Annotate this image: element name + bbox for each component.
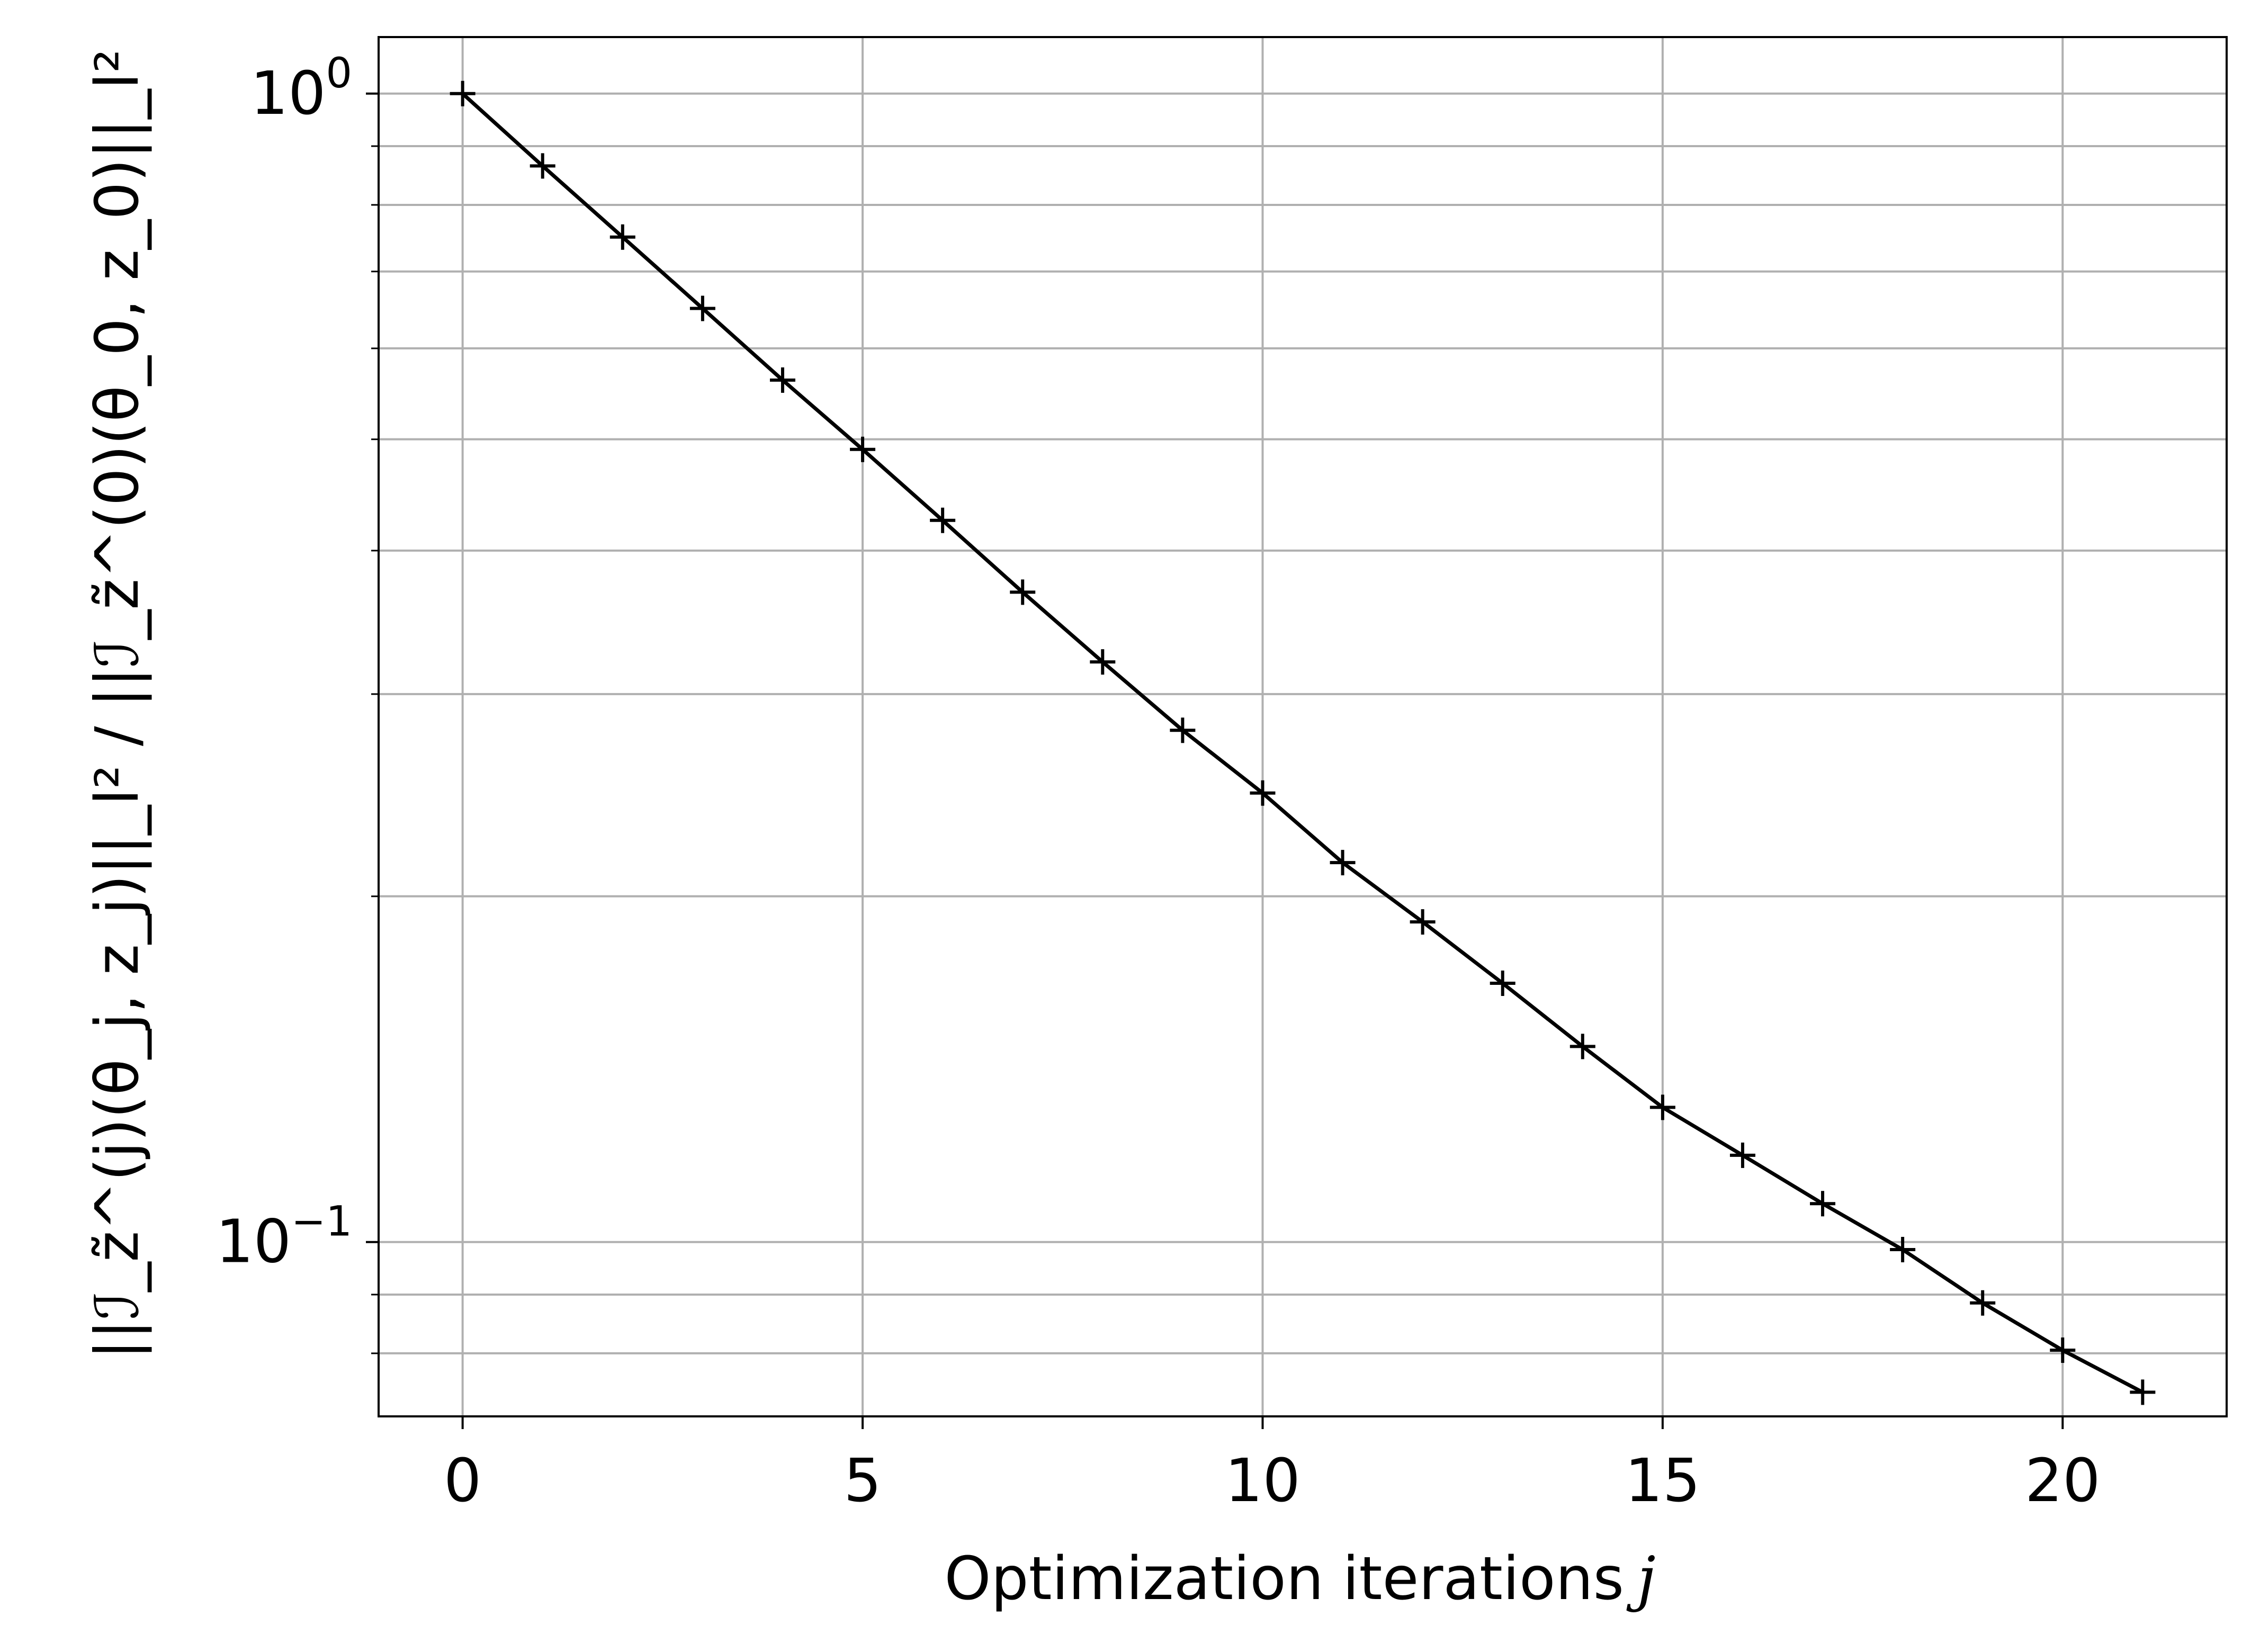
data-point-marker: [530, 153, 555, 179]
data-point-marker: [930, 507, 956, 533]
data-point-marker: [450, 80, 476, 106]
grid-lines: [379, 37, 2227, 1416]
data-point-marker: [769, 367, 795, 393]
x-tick-label: 5: [844, 1447, 881, 1515]
x-tick-label: 10: [1225, 1447, 1301, 1515]
data-point-marker: [850, 436, 876, 462]
data-point-marker: [1890, 1236, 1916, 1262]
series-group: [450, 80, 2156, 1405]
x-axis-label-text: Optimization iterations: [944, 1545, 1624, 1613]
data-point-marker: [1490, 971, 1515, 996]
data-point-marker: [1330, 850, 1356, 876]
data-point-marker: [689, 295, 715, 321]
y-tick-label: 10−1: [216, 1198, 353, 1277]
x-tick-labels: 0 5 10 15 20: [444, 1447, 2101, 1515]
data-point-marker: [2130, 1379, 2156, 1405]
data-point-marker: [1010, 579, 1036, 605]
data-point-marker: [1570, 1034, 1595, 1060]
series-line: [461, 92, 2144, 1394]
data-point-marker: [1250, 780, 1276, 806]
axis-ticks: [366, 92, 2064, 1429]
x-axis-label: Optimization iterations j: [944, 1545, 1655, 1613]
data-point-marker: [2050, 1337, 2076, 1363]
data-point-marker: [1810, 1191, 1836, 1217]
y-tick-labels: 10−1 100: [216, 50, 353, 1277]
data-point-marker: [1410, 909, 1436, 935]
y-axis-label: ||ℐ_z̃^(j)(θ_j, z_j)||_l² / ||ℐ_z̃^(0)(θ…: [83, 49, 152, 1359]
x-tick-label: 15: [1625, 1447, 1701, 1515]
data-point-marker: [1970, 1290, 1996, 1316]
data-point-marker: [1170, 717, 1196, 743]
x-tick-label: 20: [2025, 1447, 2101, 1515]
y-tick-label: 100: [250, 50, 352, 128]
x-tick-label: 0: [444, 1447, 481, 1515]
y-minor-ticks: [371, 145, 379, 1354]
data-point-marker: [609, 224, 635, 250]
data-point-marker: [1729, 1142, 1755, 1168]
data-point-marker: [1090, 649, 1116, 675]
plot-frame: [378, 36, 2228, 1417]
data-point-marker: [1649, 1094, 1675, 1120]
